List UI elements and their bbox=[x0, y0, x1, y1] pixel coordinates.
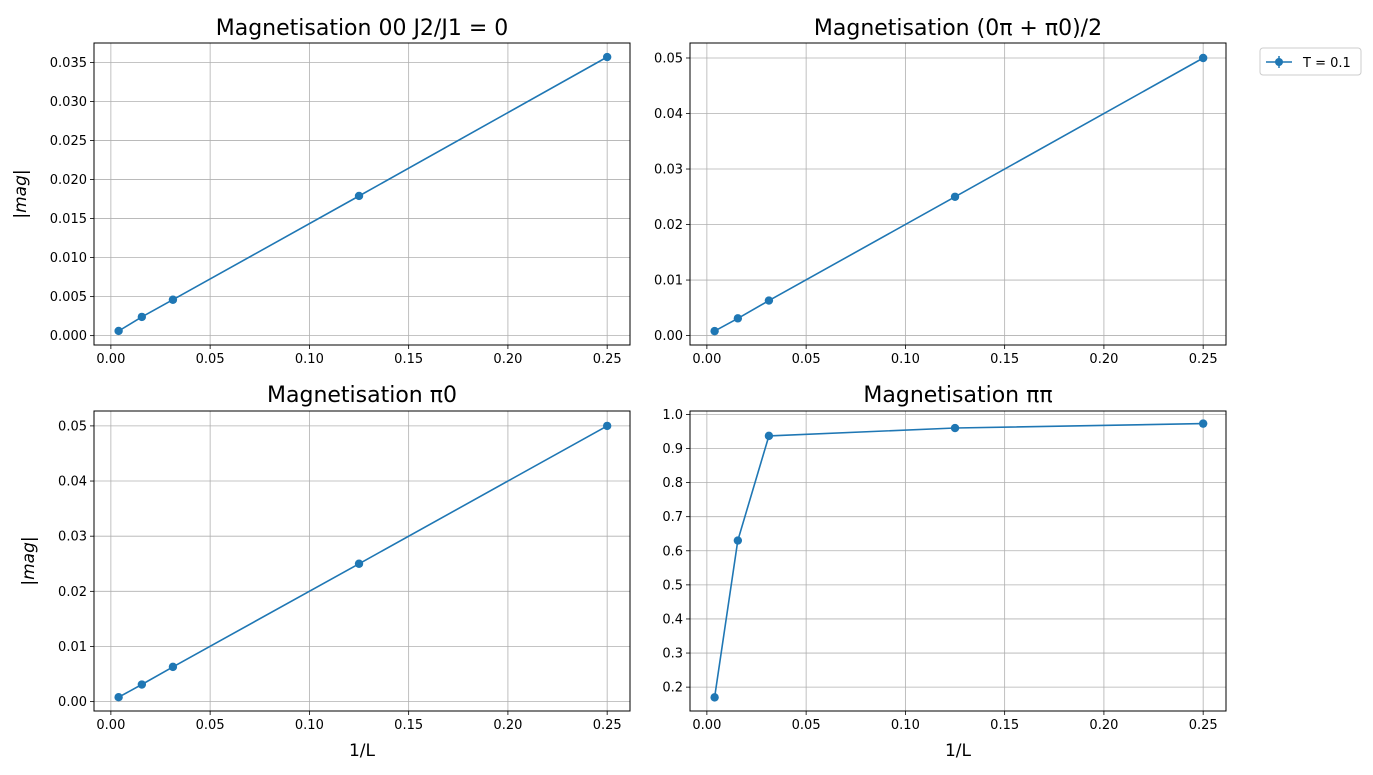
x-tick-label: 0.15 bbox=[990, 352, 1019, 367]
y-tick-label: 0.5 bbox=[662, 578, 683, 593]
data-point bbox=[950, 423, 960, 433]
data-point bbox=[168, 295, 178, 304]
legend-label: T = 0.1 bbox=[1302, 56, 1351, 71]
data-point bbox=[733, 314, 743, 323]
y-tick-label: 0.03 bbox=[654, 163, 683, 178]
y-tick-label: 0.7 bbox=[662, 510, 683, 525]
y-tick-label: 0.030 bbox=[50, 95, 87, 110]
y-tick-label: 0.8 bbox=[662, 476, 683, 491]
y-tick-label: 0.2 bbox=[662, 681, 683, 696]
y-tick-label: 0.9 bbox=[662, 442, 683, 457]
x-tick-label: 0.15 bbox=[394, 352, 423, 367]
x-tick-label: 0.25 bbox=[593, 352, 622, 367]
y-tick-label: 1.0 bbox=[662, 408, 683, 423]
axes-frame bbox=[689, 42, 1227, 346]
x-tick-label: 0.20 bbox=[493, 718, 522, 733]
data-point bbox=[602, 52, 612, 62]
data-point bbox=[710, 693, 719, 702]
y-tick-label: 0.01 bbox=[654, 274, 683, 289]
x-tick-label: 0.10 bbox=[295, 352, 324, 367]
subplot-3: 0.00 0.05 0.10 0.15 0.20 0.25 0.00 0.01 0.02 0.03… bbox=[19, 383, 631, 761]
axes-frame bbox=[689, 410, 1227, 712]
x-tick-label: 0.00 bbox=[692, 718, 721, 733]
y-tick-label: 0.010 bbox=[50, 251, 87, 266]
x-tick-label: 0.10 bbox=[891, 718, 920, 733]
x-tick-label: 0.10 bbox=[891, 352, 920, 367]
data-point bbox=[354, 191, 364, 201]
x-tick-label: 0.05 bbox=[792, 718, 821, 733]
axes-frame bbox=[93, 410, 631, 712]
y-tick-label: 0.020 bbox=[50, 173, 87, 188]
y-tick-label: 0.6 bbox=[662, 544, 683, 559]
x-axis-label: 1/L bbox=[349, 741, 376, 761]
y-tick-label: 0.04 bbox=[58, 475, 87, 490]
axes-frame bbox=[93, 42, 631, 346]
x-tick-label: 0.00 bbox=[692, 352, 721, 367]
data-point bbox=[1198, 53, 1208, 63]
subplot-4: 0.00 0.05 0.10 0.15 0.20 0.25 0.2 0.3 0.4 0.5 0.6 0… bbox=[662, 383, 1227, 761]
y-tick-label: 0.4 bbox=[662, 612, 683, 627]
x-tick-label: 0.20 bbox=[1089, 352, 1118, 367]
x-tick-label: 0.05 bbox=[196, 352, 225, 367]
x-tick-label: 0.15 bbox=[394, 718, 423, 733]
x-tick-label: 0.00 bbox=[96, 718, 125, 733]
x-tick-label: 0.20 bbox=[1089, 718, 1118, 733]
y-tick-label: 0.005 bbox=[50, 290, 87, 305]
x-tick-label: 0.05 bbox=[196, 718, 225, 733]
data-point bbox=[114, 693, 123, 702]
y-tick-label: 0.01 bbox=[58, 640, 87, 655]
data-point bbox=[950, 192, 960, 201]
y-tick-label: 0.3 bbox=[662, 647, 683, 662]
data-point bbox=[710, 326, 719, 336]
data-point bbox=[733, 536, 743, 545]
y-axis-label: |mag| bbox=[19, 536, 39, 585]
data-point bbox=[602, 421, 612, 431]
subplot-title: Magnetisation π0 bbox=[267, 383, 457, 408]
x-tick-label: 0.10 bbox=[295, 718, 324, 733]
legend-frame bbox=[1259, 47, 1362, 76]
x-tick-label: 0.25 bbox=[1189, 352, 1218, 367]
data-point bbox=[168, 662, 178, 672]
legend: T = 0.1 bbox=[1259, 47, 1362, 76]
y-tick-label: 0.025 bbox=[50, 134, 87, 149]
x-tick-label: 0.00 bbox=[96, 352, 125, 367]
data-point bbox=[1198, 419, 1208, 428]
subplot-1: 0.00 0.05 0.10 0.15 0.20 0.25 0.000 0.005 0.010 0… bbox=[11, 16, 631, 367]
subplot-title: Magnetisation 00 J2/J1 = 0 bbox=[216, 16, 509, 41]
y-tick-label: 0.00 bbox=[654, 329, 683, 344]
y-tick-label: 0.000 bbox=[50, 329, 87, 344]
y-tick-label: 0.05 bbox=[654, 51, 683, 66]
y-tick-label: 0.03 bbox=[58, 530, 87, 545]
y-tick-label: 0.05 bbox=[58, 419, 87, 434]
data-point bbox=[137, 312, 147, 322]
data-point bbox=[137, 680, 147, 689]
x-tick-label: 0.05 bbox=[792, 352, 821, 367]
data-point bbox=[114, 326, 123, 336]
x-tick-label: 0.25 bbox=[1189, 718, 1218, 733]
subplot-title: Magnetisation ππ bbox=[863, 383, 1052, 408]
y-axis-label: |mag| bbox=[11, 169, 31, 218]
subplot-2: 0.00 0.05 0.10 0.15 0.20 0.25 0.00 0.01 0.02 0.03… bbox=[654, 16, 1227, 367]
data-point bbox=[764, 296, 774, 305]
y-tick-label: 0.015 bbox=[50, 212, 87, 227]
y-tick-label: 0.02 bbox=[654, 218, 683, 233]
y-tick-label: 0.02 bbox=[58, 585, 87, 600]
data-point bbox=[354, 559, 364, 568]
x-tick-label: 0.20 bbox=[493, 352, 522, 367]
legend-point-marker bbox=[1275, 58, 1283, 66]
y-tick-label: 0.00 bbox=[58, 695, 87, 710]
x-axis-label: 1/L bbox=[945, 741, 972, 761]
y-tick-label: 0.04 bbox=[654, 107, 683, 122]
subplot-title: Magnetisation (0π + π0)/2 bbox=[814, 16, 1102, 41]
x-tick-label: 0.25 bbox=[593, 718, 622, 733]
data-point bbox=[764, 431, 774, 441]
x-tick-label: 0.15 bbox=[990, 718, 1019, 733]
y-tick-label: 0.035 bbox=[50, 56, 87, 71]
